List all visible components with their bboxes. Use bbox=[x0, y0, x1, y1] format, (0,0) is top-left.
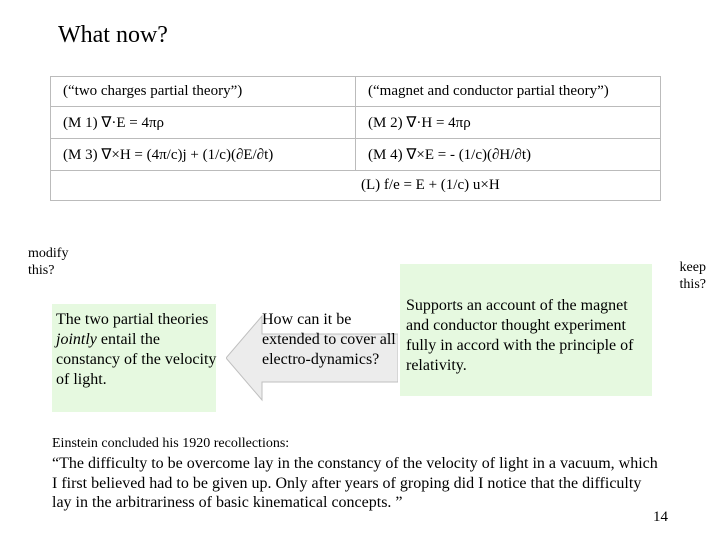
table-row: (M 3) ∇×H = (4π/c)j + (1/c)(∂E/∂t) (M 4)… bbox=[51, 139, 661, 171]
modify-label: modifythis? bbox=[28, 246, 68, 280]
left-para-a: The two partial theories bbox=[56, 311, 208, 328]
keep-label: keepthis? bbox=[680, 260, 706, 294]
conclusion-intro: Einstein concluded his 1920 recollection… bbox=[52, 436, 289, 452]
table-row: (L) f/e = E + (1/c) u×H bbox=[51, 171, 661, 201]
theories-table: (“two charges partial theory”) (“magnet … bbox=[50, 76, 661, 201]
left-para-jointly: jointly bbox=[56, 331, 97, 348]
cell-magnet-conductor: (“magnet and conductor partial theory”) bbox=[356, 77, 661, 107]
cell-m3: (M 3) ∇×H = (4π/c)j + (1/c)(∂E/∂t) bbox=[51, 139, 356, 171]
conclusion-quote: “The difficulty to be overcome lay in th… bbox=[52, 454, 662, 513]
right-paragraph: Supports an account of the magnet and co… bbox=[406, 296, 644, 376]
table-row: (“two charges partial theory”) (“magnet … bbox=[51, 77, 661, 107]
cell-m1: (M 1) ∇·E = 4πρ bbox=[51, 107, 356, 139]
page-title: What now? bbox=[58, 22, 168, 49]
cell-m2: (M 2) ∇·H = 4πρ bbox=[356, 107, 661, 139]
table-row: (M 1) ∇·E = 4πρ (M 2) ∇·H = 4πρ bbox=[51, 107, 661, 139]
cell-two-charges: (“two charges partial theory”) bbox=[51, 77, 356, 107]
center-paragraph: How can it be extended to cover all elec… bbox=[262, 310, 396, 370]
cell-m4: (M 4) ∇×E = - (1/c)(∂H/∂t) bbox=[356, 139, 661, 171]
cell-lorentz: (L) f/e = E + (1/c) u×H bbox=[51, 171, 661, 201]
page-number: 14 bbox=[653, 509, 668, 526]
left-paragraph: The two partial theories jointly entail … bbox=[56, 310, 220, 390]
